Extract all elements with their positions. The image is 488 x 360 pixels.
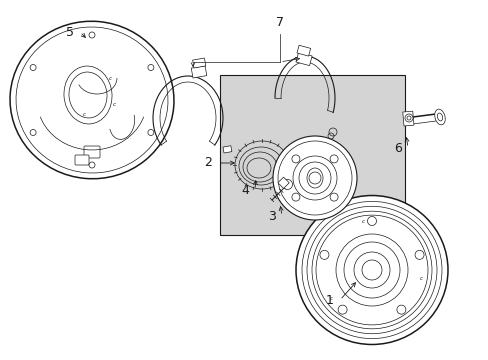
Circle shape	[337, 305, 346, 314]
Bar	[192, 58, 205, 68]
Circle shape	[396, 305, 405, 314]
Text: 4: 4	[241, 184, 248, 197]
Text: 7: 7	[275, 15, 284, 28]
Bar	[220, 75, 404, 235]
Text: c: c	[361, 219, 364, 224]
Text: 6: 6	[393, 141, 401, 154]
Text: 3: 3	[267, 210, 275, 222]
Text: c: c	[419, 276, 422, 281]
Bar	[296, 45, 310, 56]
Circle shape	[319, 250, 328, 259]
Text: 2: 2	[203, 157, 211, 170]
Ellipse shape	[434, 109, 445, 125]
Text: 5: 5	[66, 26, 74, 39]
Circle shape	[272, 136, 356, 220]
Ellipse shape	[295, 195, 447, 345]
Bar	[223, 146, 231, 153]
Bar	[277, 177, 288, 188]
Bar	[191, 66, 206, 78]
Text: c: c	[112, 103, 115, 108]
Circle shape	[329, 193, 337, 201]
Ellipse shape	[10, 21, 174, 179]
Bar	[402, 111, 413, 126]
Circle shape	[367, 216, 376, 225]
Text: c: c	[108, 76, 111, 81]
Circle shape	[282, 179, 292, 189]
Circle shape	[414, 250, 423, 259]
Text: 1: 1	[325, 293, 333, 306]
Circle shape	[291, 193, 299, 201]
Text: c: c	[329, 296, 332, 301]
Circle shape	[291, 155, 299, 163]
FancyBboxPatch shape	[84, 146, 100, 158]
FancyBboxPatch shape	[75, 155, 89, 165]
Bar	[295, 52, 311, 66]
Circle shape	[329, 155, 337, 163]
Text: c: c	[82, 112, 85, 117]
